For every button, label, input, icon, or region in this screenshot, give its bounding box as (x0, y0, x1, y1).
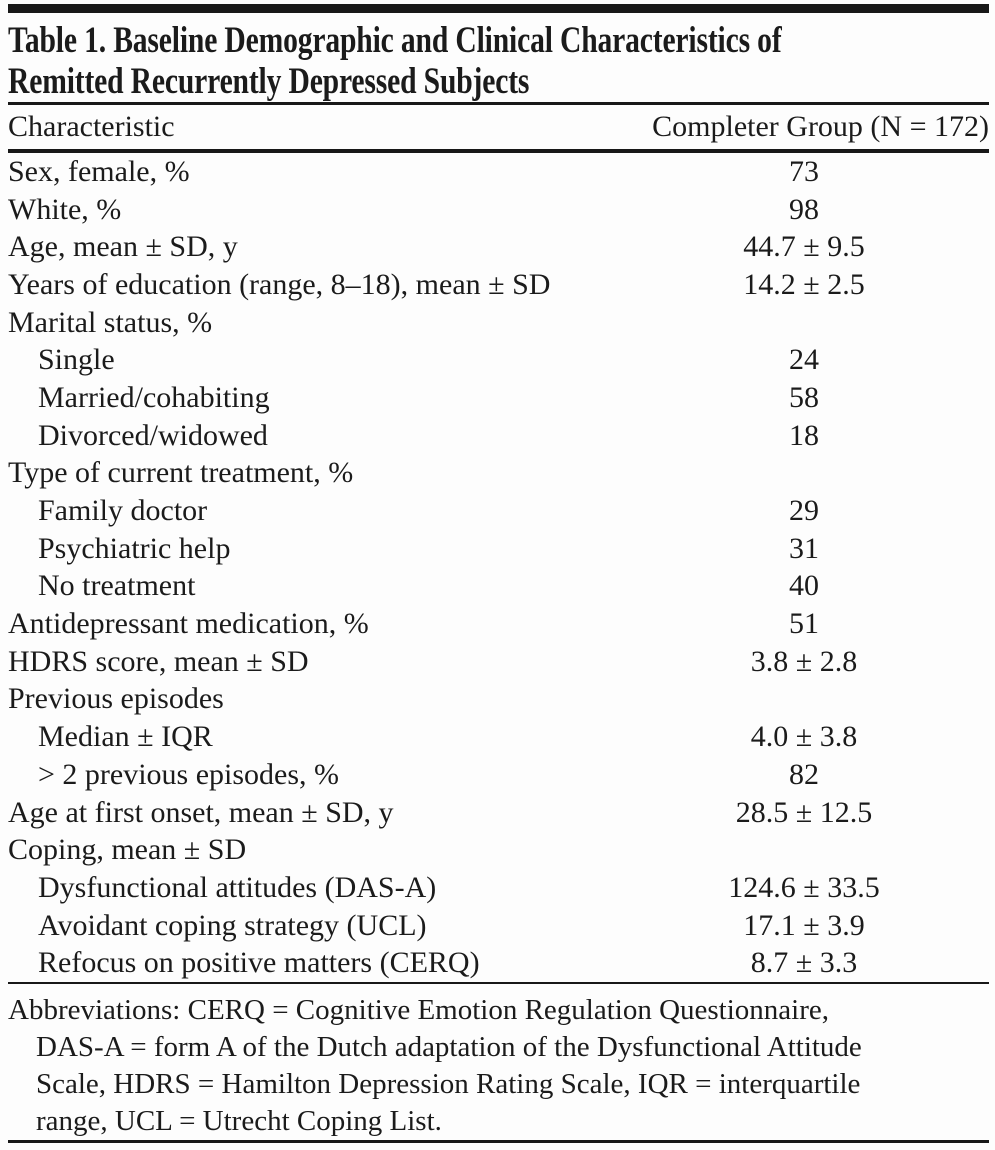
table-title-line-1: Table 1. Baseline Demographic and Clinic… (8, 20, 782, 61)
table-row: Married/cohabiting 58 (8, 379, 989, 417)
row-label: Coping, mean ± SD (8, 833, 247, 867)
row-value: 29 (789, 494, 819, 528)
row-label: Type of current treatment, % (8, 456, 354, 490)
table-row: Type of current treatment, % (8, 455, 989, 493)
row-label: No treatment (38, 569, 196, 603)
row-value: 28.5 ± 12.5 (735, 795, 873, 829)
table-row: Age, mean ± SD, y 44.7 ± 9.5 (8, 228, 989, 266)
row-label: Divorced/widowed (38, 418, 268, 452)
row-value: 98 (789, 192, 819, 226)
table-row: Avoidant coping strategy (UCL) 17.1 ± 3.… (8, 907, 989, 945)
row-label: Years of education (range, 8–18), mean ±… (8, 267, 551, 301)
table-row: Dysfunctional attitudes (DAS-A) 124.6 ± … (8, 869, 989, 907)
table-row: Median ± IQR 4.0 ± 3.8 (8, 718, 989, 756)
row-value: 73 (789, 154, 819, 188)
row-label: > 2 previous episodes, % (38, 757, 340, 791)
row-label: Married/cohabiting (38, 380, 270, 414)
row-value: 4.0 ± 3.8 (750, 720, 858, 754)
row-value: 44.7 ± 9.5 (743, 230, 865, 264)
row-label: Family doctor (38, 494, 208, 528)
table-title: Table 1. Baseline Demographic and Clinic… (8, 13, 995, 102)
row-label: Antidepressant medication, % (8, 607, 369, 641)
table-row: Coping, mean ± SD (8, 831, 989, 869)
table-title-line-2: Remitted Recurrently Depressed Subjects (8, 61, 530, 102)
table-row: Single 24 (8, 341, 989, 379)
row-value: 24 (789, 343, 819, 377)
table-row: Divorced/widowed 18 (8, 417, 989, 455)
table-row: Psychiatric help 31 (8, 530, 989, 568)
table-row: White, % 98 (8, 191, 989, 229)
table-row: Years of education (range, 8–18), mean ±… (8, 266, 989, 304)
row-label: Age at first onset, mean ± SD, y (8, 795, 394, 829)
table-body: Sex, female, % 73 White, % 98 Age, mean … (8, 153, 989, 982)
footnote-line: Scale, HDRS = Hamilton Depression Rating… (36, 1068, 861, 1101)
table-row: Previous episodes (8, 681, 989, 719)
table-footnote: Abbreviations: CERQ = Cognitive Emotion … (8, 984, 989, 1140)
rule-below-title (8, 102, 989, 105)
row-label: Age, mean ± SD, y (8, 230, 238, 264)
table-row: HDRS score, mean ± SD 3.8 ± 2.8 (8, 643, 989, 681)
row-label: Sex, female, % (8, 154, 190, 188)
row-label: Psychiatric help (38, 531, 231, 565)
table-header-row: Characteristic Completer Group (N = 172) (8, 105, 989, 149)
table-row: Age at first onset, mean ± SD, y 28.5 ± … (8, 794, 989, 832)
row-label: Previous episodes (8, 682, 224, 716)
row-label: Median ± IQR (38, 720, 213, 754)
footnote-line: DAS-A = form A of the Dutch adaptation o… (36, 1031, 862, 1064)
table-row: Family doctor 29 (8, 492, 989, 530)
table-top-bar (8, 4, 989, 13)
table-row: No treatment 40 (8, 568, 989, 606)
row-label: Marital status, % (8, 305, 213, 339)
row-value: 51 (789, 607, 819, 641)
column-header-completer-group: Completer Group (N = 172) (652, 110, 989, 143)
footnote-line: Abbreviations: CERQ = Cognitive Emotion … (8, 994, 830, 1027)
row-label: Single (38, 343, 115, 377)
row-value: 124.6 ± 33.5 (728, 870, 880, 904)
row-label: Avoidant coping strategy (UCL) (38, 908, 427, 942)
row-value: 3.8 ± 2.8 (750, 644, 858, 678)
row-label: Refocus on positive matters (CERQ) (38, 946, 480, 980)
row-value: 82 (789, 757, 819, 791)
row-label: White, % (8, 192, 122, 226)
rule-below-header (8, 149, 989, 153)
row-value: 17.1 ± 3.9 (743, 908, 865, 942)
rule-bottom (8, 1140, 989, 1144)
row-label: HDRS score, mean ± SD (8, 644, 309, 678)
footnote-line: range, UCL = Utrecht Coping List. (36, 1105, 442, 1138)
rule-above-footnote (8, 982, 989, 985)
row-value: 40 (789, 569, 819, 603)
column-header-characteristic: Characteristic (8, 110, 175, 143)
table-row: > 2 previous episodes, % 82 (8, 756, 989, 794)
table-row: Sex, female, % 73 (8, 153, 989, 191)
table-row: Marital status, % (8, 304, 989, 342)
row-value: 31 (789, 531, 819, 565)
row-value: 14.2 ± 2.5 (743, 267, 865, 301)
row-value: 8.7 ± 3.3 (750, 946, 858, 980)
row-value: 18 (789, 418, 819, 452)
table-row: Refocus on positive matters (CERQ) 8.7 ±… (8, 944, 989, 982)
table-row: Antidepressant medication, % 51 (8, 605, 989, 643)
row-value: 58 (789, 380, 819, 414)
row-label: Dysfunctional attitudes (DAS-A) (38, 870, 437, 904)
